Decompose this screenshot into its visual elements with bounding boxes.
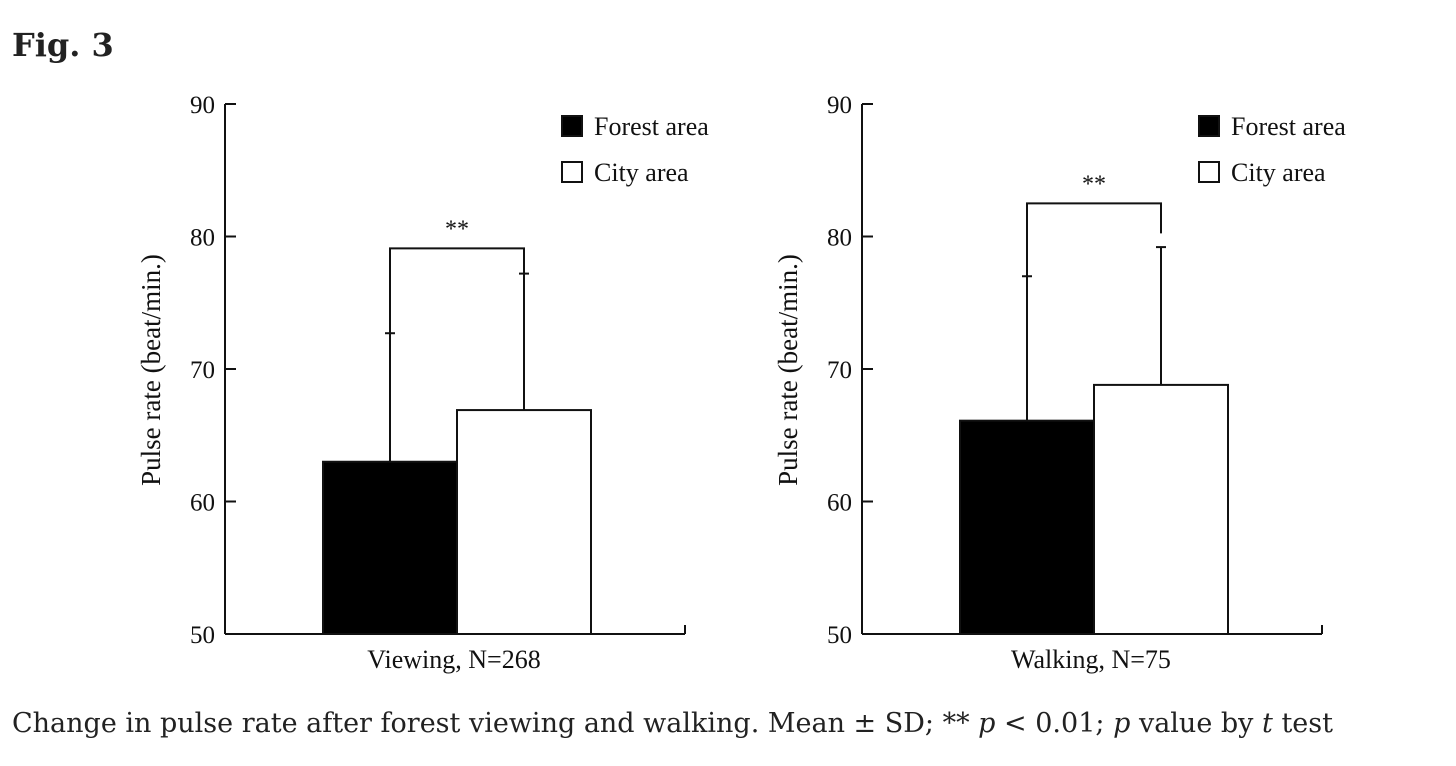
x-axis-label: Viewing, N=268 [367,645,540,674]
x-axis-label: Walking, N=75 [1011,645,1171,674]
significance-label: ** [445,216,469,242]
legend-swatch [1198,115,1220,137]
significance-bracket [389,247,525,339]
legend-swatch [561,161,583,183]
y-tick-label: 90 [190,92,215,119]
legend-label: Forest area [594,112,709,141]
legend-swatch [1198,161,1220,183]
bar-forest-area [322,460,458,635]
significance-label: ** [1082,171,1106,197]
figure-label: Fig. 3 [12,26,114,64]
y-axis-label: Pulse rate (beat/min.) [136,254,166,486]
y-tick-label: 60 [190,490,215,517]
y-tick-label: 90 [827,92,852,119]
caption-part4: test [1272,708,1333,739]
bar-city-area [456,409,592,636]
caption-p1: p [978,708,996,739]
significance-bracket [1026,202,1162,294]
y-tick-label: 50 [827,622,852,649]
y-tick-label: 60 [827,490,852,517]
y-tick-label: 80 [827,225,852,252]
y-tick-label: 70 [190,357,215,384]
legend-label: City area [1231,158,1326,187]
bar-forest-area [959,419,1095,635]
legend-label: City area [594,158,689,187]
chart-walking: 50 60 70 80 90 Pulse rate (beat/min.) Walking,… [773,92,1346,674]
y-tick-label: 50 [190,622,215,649]
y-tick-label: 80 [190,225,215,252]
caption-part1: Change in pulse rate after forest viewin… [12,708,979,739]
bar-city-area [1093,383,1229,635]
caption-part2: < 0.01; [995,708,1114,739]
y-tick-label: 70 [827,357,852,384]
figure-caption: Change in pulse rate after forest viewin… [12,708,1333,739]
legend-label: Forest area [1231,112,1346,141]
y-axis-label: Pulse rate (beat/min.) [773,254,803,486]
caption-t: t [1262,708,1273,739]
legend-swatch [561,115,583,137]
chart-viewing: 50 60 70 80 90 Pulse rate (beat/min.) Viewing,… [136,92,709,674]
caption-part3: value by [1130,708,1262,739]
caption-p2: p [1113,708,1131,739]
